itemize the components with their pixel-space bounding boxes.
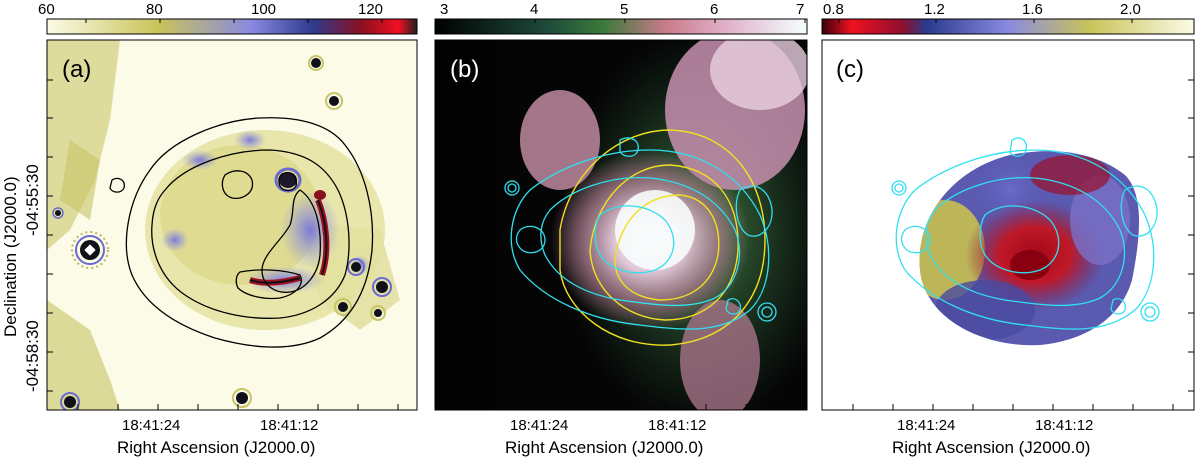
- stars-a: [52, 55, 392, 410]
- colorbar-b: [434, 18, 808, 35]
- panel-label-c: (c): [836, 56, 864, 83]
- cbar-a-tick-60: 60: [38, 1, 55, 18]
- x-tick-a-1: 18:41:24: [122, 417, 181, 434]
- x-tick-b-2: 18:41:12: [648, 417, 707, 434]
- image-b: [435, 40, 807, 410]
- x-axis-label-b: Right Ascension (J2000.0): [505, 438, 704, 457]
- colorbar-a: [46, 18, 418, 35]
- x-tick-c-2: 18:41:12: [1035, 417, 1094, 434]
- panel-b: [434, 18, 808, 411]
- x-tick-a-2: 18:41:12: [260, 417, 319, 434]
- cbar-b-tick-7: 7: [796, 1, 805, 18]
- panel-label-b: (b): [450, 56, 480, 83]
- image-c: [822, 40, 1194, 410]
- panel-a: [46, 18, 418, 411]
- cbar-a-tick-120: 120: [358, 1, 384, 18]
- cbar-c-tick-1.2: 1.2: [924, 1, 945, 18]
- cbar-b-tick-3: 3: [440, 1, 449, 18]
- y-axis-label: Declination (J2000.0): [1, 176, 20, 337]
- cbar-b-tick-6: 6: [710, 1, 719, 18]
- cbar-b-tick-4: 4: [530, 1, 539, 18]
- tick-marks: [47, 19, 1194, 410]
- cbar-b-tick-5: 5: [620, 1, 629, 18]
- cyan-contours-b: [504, 137, 777, 330]
- x-axis-label-c: Right Ascension (J2000.0): [892, 438, 1091, 457]
- x-axis-label-a: Right Ascension (J2000.0): [117, 438, 316, 457]
- image-a: [47, 40, 417, 410]
- y-tick-1: -04:55:30: [23, 164, 42, 236]
- panel-label-a: (a): [62, 56, 92, 83]
- yellow-contours-b: [559, 129, 766, 346]
- cbar-c-tick-2.0: 2.0: [1120, 1, 1141, 18]
- contours-a: [109, 117, 374, 348]
- cbar-a-tick-80: 80: [146, 1, 163, 18]
- x-tick-b-1: 18:41:24: [510, 417, 569, 434]
- cyan-contours-c: [891, 137, 1160, 330]
- cbar-c-tick-0.8: 0.8: [823, 1, 844, 18]
- y-tick-2: -04:58:30: [23, 320, 42, 392]
- cbar-a-tick-100: 100: [251, 1, 277, 18]
- panel-c: [821, 18, 1195, 411]
- cbar-c-tick-1.6: 1.6: [1022, 1, 1043, 18]
- colorbar-c: [821, 18, 1195, 35]
- x-tick-c-1: 18:41:24: [897, 417, 956, 434]
